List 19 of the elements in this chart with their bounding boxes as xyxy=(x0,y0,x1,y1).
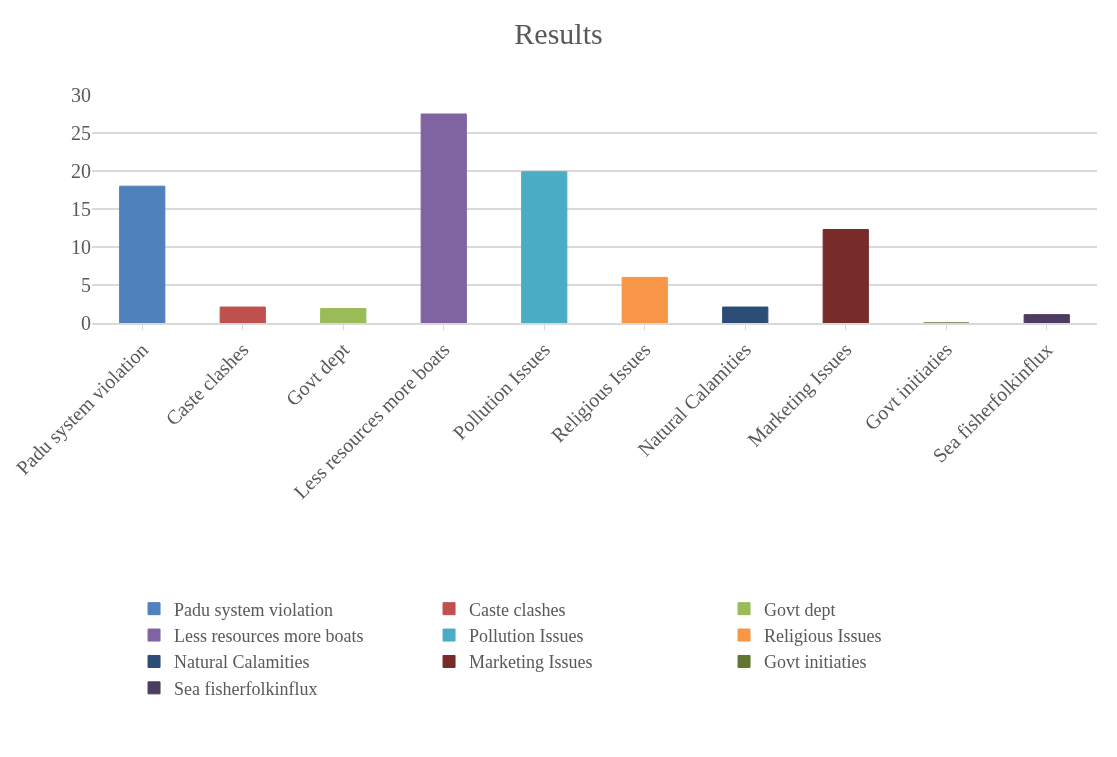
legend-label: Less resources more boats xyxy=(174,626,364,647)
y-tick-label: 20 xyxy=(71,160,91,182)
legend-label: Religious Issues xyxy=(764,626,882,647)
y-tick-label: 0 xyxy=(81,312,91,334)
legend-label: Caste clashes xyxy=(469,599,566,620)
legend-label: Govt initiaties xyxy=(764,652,867,673)
y-tick-label: 10 xyxy=(71,236,91,258)
y-tick-label: 30 xyxy=(71,84,91,106)
legend-label: Natural Calamities xyxy=(174,652,310,673)
legend-label: Padu system violation xyxy=(174,599,334,620)
legend-label: Govt dept xyxy=(764,599,836,620)
y-tick-label: 5 xyxy=(81,274,91,296)
x-tick-label: Govt dept xyxy=(281,338,355,411)
legend-label: Marketing Issues xyxy=(469,652,593,673)
chart-title: Results xyxy=(514,16,603,50)
y-tick-label: 25 xyxy=(71,122,91,144)
legend-label: Pollution Issues xyxy=(469,626,584,647)
y-tick-label: 15 xyxy=(71,198,91,220)
legend-label: Sea fisherfolkinflux xyxy=(174,678,318,699)
